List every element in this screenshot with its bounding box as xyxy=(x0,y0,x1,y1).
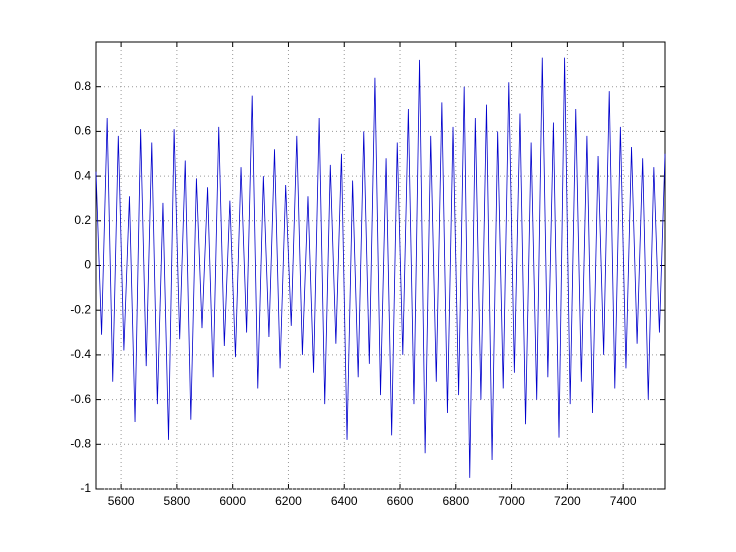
y-tick-label: 0.8 xyxy=(74,79,91,93)
x-tick-label: 5600 xyxy=(108,494,135,508)
y-tick-label: -1 xyxy=(80,481,91,495)
y-tick-label: 0 xyxy=(84,258,91,272)
x-tick-label: 7400 xyxy=(610,494,637,508)
y-tick-label: -0.4 xyxy=(70,347,91,361)
x-tick-label: 7000 xyxy=(498,494,525,508)
x-tick-label: 6400 xyxy=(331,494,358,508)
x-tick-label: 6000 xyxy=(219,494,246,508)
x-tick-label: 5800 xyxy=(164,494,191,508)
signal-line xyxy=(95,57,666,478)
x-tick-label: 6600 xyxy=(387,494,414,508)
x-tick-label: 6200 xyxy=(275,494,302,508)
y-tick-label: -0.2 xyxy=(70,302,91,316)
y-tick-label: -0.8 xyxy=(70,436,91,450)
y-tick-label: -0.6 xyxy=(70,392,91,406)
x-tick-label: 6800 xyxy=(442,494,469,508)
x-tick-label: 7200 xyxy=(554,494,581,508)
y-tick-label: 0.6 xyxy=(74,124,91,138)
y-tick-label: 0.4 xyxy=(74,168,91,182)
y-tick-label: 0.2 xyxy=(74,213,91,227)
